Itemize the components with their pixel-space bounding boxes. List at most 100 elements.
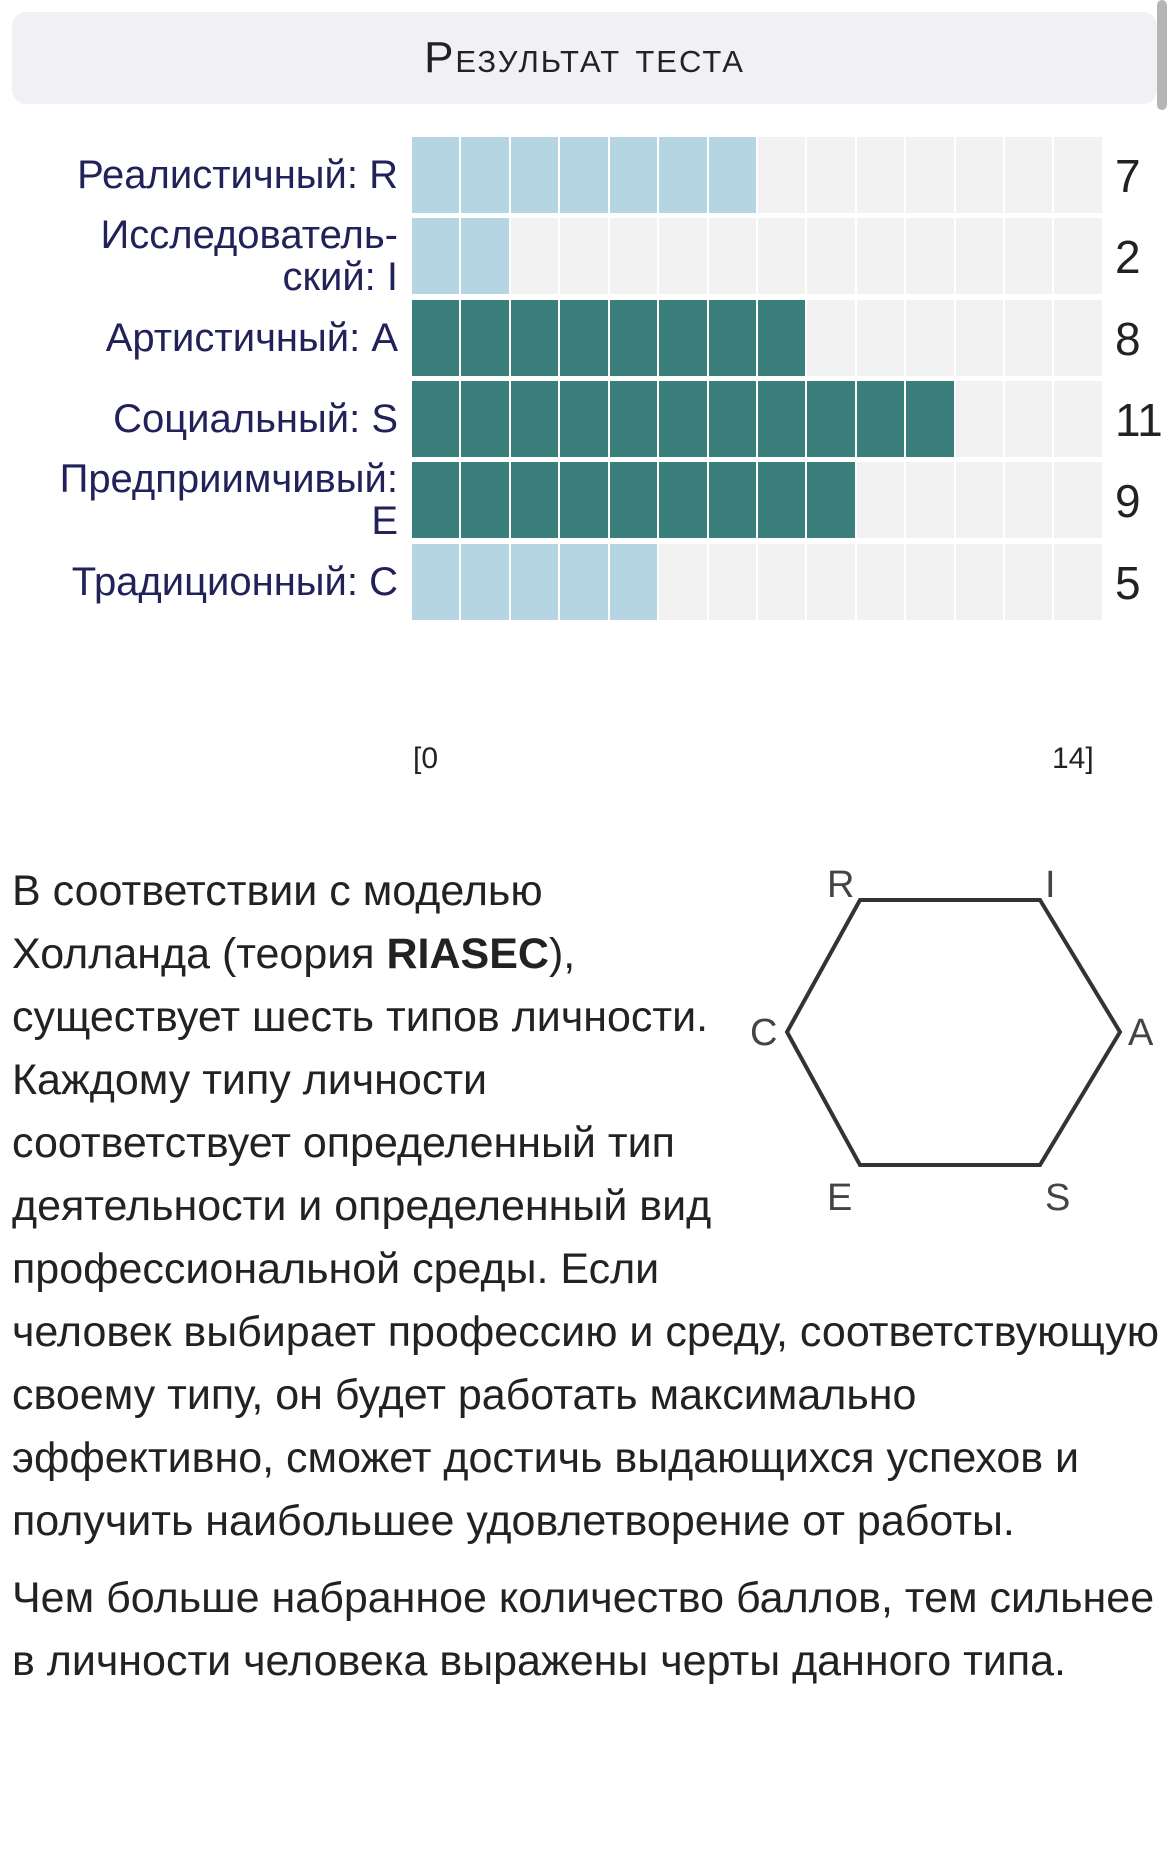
bar-segment <box>560 300 610 376</box>
bar-empty-segment <box>709 544 758 620</box>
bar-track <box>412 381 1102 457</box>
hex-label-e: E <box>827 1177 852 1219</box>
bar-empty-segment <box>956 137 1006 213</box>
bar-segment <box>708 381 758 457</box>
bar-track <box>412 137 1102 213</box>
bar-segment <box>757 381 808 457</box>
bar-value-label: 5 <box>1115 557 1141 609</box>
bar-value-label: 11 <box>1115 394 1163 446</box>
bar-empty-segment <box>1054 137 1101 213</box>
bar-segment <box>659 462 709 538</box>
bar-segment <box>807 381 857 457</box>
hexagon-outline <box>784 898 1123 1167</box>
bar-segment <box>807 462 857 538</box>
bar-segment <box>708 462 758 538</box>
bar-segment <box>708 300 758 376</box>
bar-label: Исследователь-ский: I <box>0 213 399 299</box>
bar-segment <box>609 544 660 620</box>
bar-empty-segment <box>807 218 857 294</box>
bar-label: Артистичный: A <box>0 317 398 359</box>
bar-empty-segment <box>1054 381 1101 457</box>
bar-track <box>412 462 1102 538</box>
bar-label-line: Социальный: S <box>113 397 398 441</box>
bar-empty-segment <box>956 544 1006 620</box>
bar-empty-segment <box>857 300 907 376</box>
bar-segment <box>659 381 709 457</box>
bar-empty-segment <box>1005 300 1055 376</box>
bar-label-line: E <box>371 499 398 543</box>
bar-empty-segment <box>709 218 758 294</box>
bar-segment <box>412 300 462 376</box>
bar-segment <box>609 462 660 538</box>
bar-empty-segment <box>807 300 857 376</box>
hex-label-c: C <box>750 1012 777 1054</box>
bar-empty-segment <box>1054 462 1101 538</box>
bar-empty-segment <box>758 544 808 620</box>
hex-label-s: S <box>1045 1177 1070 1219</box>
bar-segment <box>757 462 808 538</box>
bar-empty-segment <box>659 544 709 620</box>
bar-empty-segment <box>1005 462 1055 538</box>
bar-segment <box>510 137 561 213</box>
hex-label-a: A <box>1128 1012 1154 1054</box>
bar-segment <box>856 381 907 457</box>
bar-label: Традиционный: C <box>0 561 398 603</box>
bar-empty-segment <box>1005 218 1055 294</box>
bar-segment <box>412 381 462 457</box>
bar-label-line: Исследователь- <box>100 213 399 257</box>
bar-segment <box>461 300 511 376</box>
riasec-hexagon-diagram: R I A S E C <box>750 864 1154 1219</box>
bar-segment <box>609 300 660 376</box>
bar-segment <box>560 381 610 457</box>
bar-empty-segment <box>906 462 956 538</box>
bar-label-line: Артистичный: A <box>105 316 398 360</box>
bar-empty-segment <box>956 218 1006 294</box>
bar-empty-segment <box>857 544 907 620</box>
bar-value-label: 7 <box>1115 150 1141 202</box>
bar-empty-segment <box>906 218 956 294</box>
scrollbar[interactable] <box>1157 0 1167 110</box>
description-paragraph-2: Чем больше набранное количество баллов, … <box>12 1574 1155 1685</box>
bar-empty-segment <box>1005 381 1055 457</box>
hex-label-r: R <box>827 864 854 906</box>
bar-segment <box>510 462 561 538</box>
bar-segment <box>560 544 610 620</box>
bar-empty-segment <box>857 218 907 294</box>
bar-empty-segment <box>906 137 956 213</box>
bar-empty-segment <box>906 544 956 620</box>
bar-value-label: 9 <box>1115 475 1141 527</box>
bar-segment <box>560 462 610 538</box>
bar-label-line: Традиционный: C <box>71 560 398 604</box>
bar-label-line: Реалистичный: R <box>77 153 398 197</box>
bar-segment <box>659 137 709 213</box>
bar-empty-segment <box>758 218 808 294</box>
bar-empty-segment <box>807 544 857 620</box>
bar-label-line: ский: I <box>282 255 398 299</box>
bar-value-label: 8 <box>1115 313 1141 365</box>
bar-empty-segment <box>1005 544 1055 620</box>
page-title: Результат теста <box>424 33 745 82</box>
bar-empty-segment <box>560 218 610 294</box>
bar-segment <box>510 300 561 376</box>
bar-segment <box>609 381 660 457</box>
bar-segment <box>461 218 511 294</box>
bar-segment <box>412 544 462 620</box>
bar-track <box>412 218 1102 294</box>
result-header: Результат теста <box>12 12 1157 104</box>
bar-segment <box>510 544 561 620</box>
bar-empty-segment <box>1054 544 1101 620</box>
bar-empty-segment <box>1005 137 1055 213</box>
bar-segment <box>412 462 462 538</box>
bar-segment <box>461 381 511 457</box>
bar-label: Реалистичный: R <box>0 154 398 196</box>
riasec-bold: RIASEC <box>386 930 549 978</box>
description-paragraph-1: В соответствии с моделью Холланда (теори… <box>12 867 1159 1545</box>
bar-label: Социальный: S <box>0 398 398 440</box>
bar-empty-segment <box>1054 300 1101 376</box>
bar-segment <box>412 218 462 294</box>
bar-empty-segment <box>758 137 808 213</box>
bar-segment <box>757 300 808 376</box>
bar-segment <box>461 544 511 620</box>
bar-empty-segment <box>956 381 1006 457</box>
bar-value-label: 2 <box>1115 231 1141 283</box>
